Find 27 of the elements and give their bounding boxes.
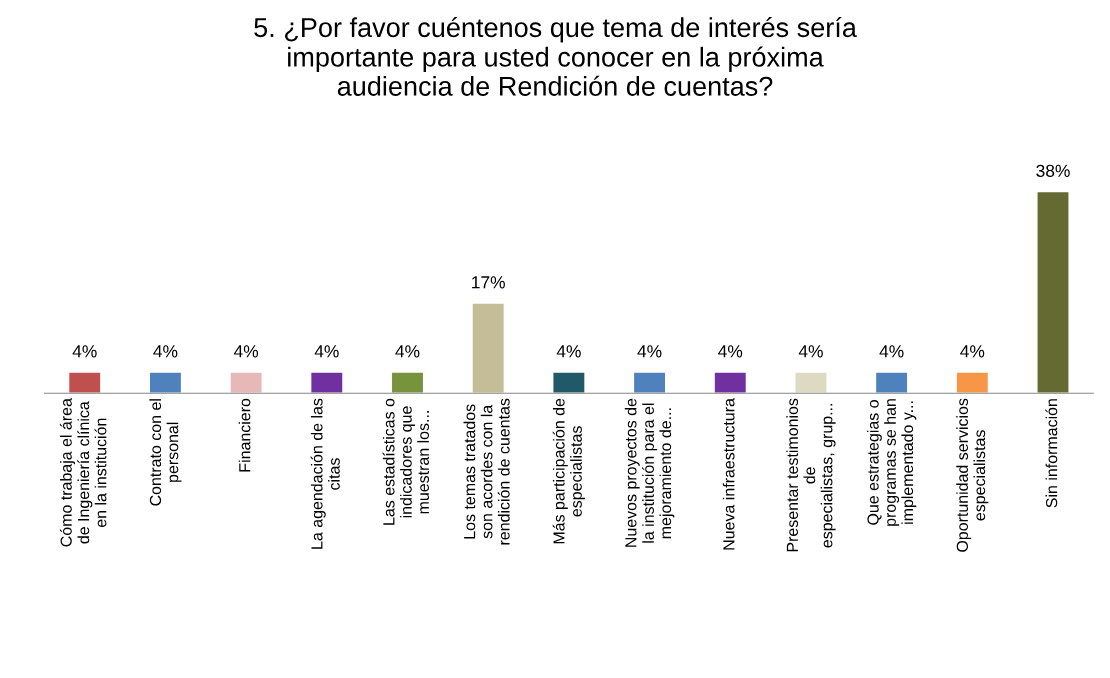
data-label: 4% xyxy=(72,345,97,358)
x-tick-label: Presentar testimonios de especialistas, grup... xyxy=(786,398,836,552)
x-tick-label: Financiero xyxy=(238,398,251,472)
x-tick-label: Cómo trabaja el área de Ingeniería clínica en la institución xyxy=(59,398,107,547)
x-tick-label: Las estadísticas o indicadores que muestran los... xyxy=(382,398,429,525)
data-label: 4% xyxy=(556,345,581,358)
x-tick-label: Oportunidad servicios especialistas xyxy=(956,398,989,552)
data-label: 4% xyxy=(960,345,985,358)
data-label: 38% xyxy=(1036,164,1070,177)
x-tick-label: Los temas tratados son acordes con la rendición de cuentas xyxy=(463,398,510,545)
x-tick-label: Nuevos proyectos de la institución para el mejoramiento de... xyxy=(624,398,675,547)
data-label: 4% xyxy=(637,345,662,358)
data-label: 4% xyxy=(153,345,178,358)
data-label: 4% xyxy=(395,345,420,358)
data-label: 4% xyxy=(798,345,823,358)
x-tick-label: Que estrategias o programas se han implementado y... xyxy=(866,399,917,526)
chart-title: 5. ¿Por favor cuéntenos que tema de interés sería importante para usted conocer en la próxima audiencia de Rendición de cuentas? xyxy=(254,16,857,96)
x-tick-label: Contrato con el personal xyxy=(149,399,182,506)
data-label: 4% xyxy=(879,345,904,358)
data-label: 17% xyxy=(472,276,505,289)
data-label: 4% xyxy=(233,345,259,358)
x-tick-label: La agendación de las citas xyxy=(310,398,340,549)
data-label: 4% xyxy=(718,345,743,358)
x-tick-label: Sin información xyxy=(1045,399,1058,508)
x-tick-label: Más participación de especialistas xyxy=(552,398,586,544)
data-label: 4% xyxy=(314,345,339,358)
x-tick-label: Nueva infraestructura xyxy=(722,398,735,550)
